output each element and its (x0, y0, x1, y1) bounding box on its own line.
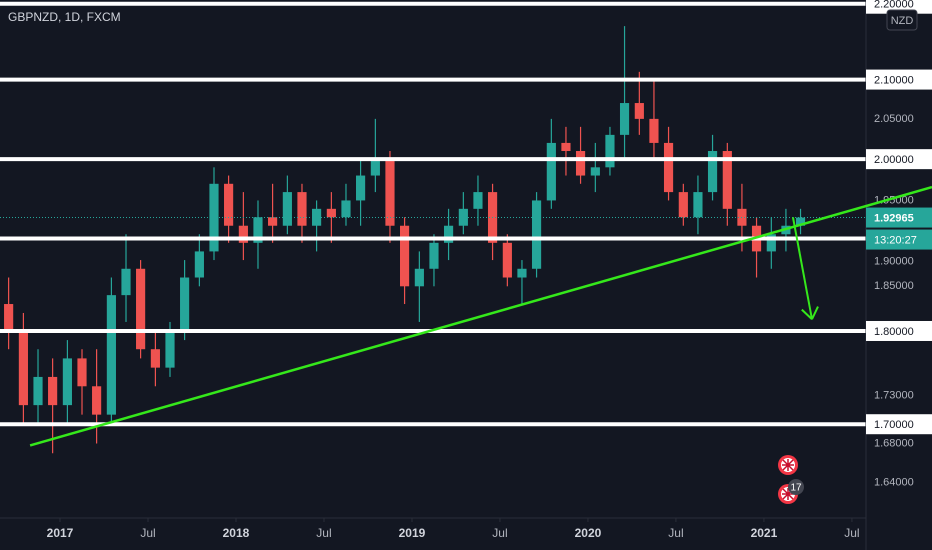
candle-body (194, 251, 204, 278)
candle-body (282, 192, 292, 226)
candle-body (62, 358, 72, 406)
currency-label[interactable]: NZD (891, 15, 914, 27)
flag (782, 488, 794, 500)
candle-body (649, 118, 659, 143)
candle-body (385, 159, 395, 226)
candle-body (531, 200, 542, 269)
candle-body (399, 225, 410, 287)
candle-body (165, 330, 175, 368)
x-tick-label: 2019 (399, 526, 426, 540)
candle-body (502, 242, 512, 278)
candle-body (92, 386, 102, 415)
x-tick-label: Jul (492, 526, 507, 540)
candle-body (414, 268, 424, 287)
x-tick-label: 2021 (751, 526, 778, 540)
level-label: 2.00000 (874, 154, 914, 166)
candle-body (795, 217, 806, 226)
level-label-box (866, 320, 932, 341)
candle-body (575, 151, 586, 176)
x-tick-label: Jul (316, 526, 331, 540)
candle-body (693, 192, 703, 218)
candle-body (341, 200, 351, 218)
flag (782, 459, 794, 471)
candle-body (590, 167, 600, 176)
candle-body (473, 192, 483, 209)
axes: 2.20000 2.10000 2.00000 1.80000 1.70000 1.929… (47, 0, 932, 540)
candle-body (77, 358, 87, 387)
x-tick-label: Jul (844, 526, 859, 540)
candle-body (663, 142, 674, 193)
countdown: 13:20:27 (874, 234, 917, 246)
candle-body (429, 242, 439, 269)
candle-body (766, 234, 776, 252)
candle-body (150, 349, 160, 368)
candle-body (4, 304, 14, 331)
events[interactable]: 17 (778, 455, 804, 504)
y-tick-label: 1.90000 (874, 255, 914, 267)
candle-body (619, 103, 630, 135)
candle-body (605, 134, 615, 168)
candle-body (561, 142, 571, 152)
candle-body (106, 295, 116, 415)
trend-line (29, 185, 932, 447)
candle-body (224, 183, 234, 226)
y-tick-label: 1.64000 (874, 477, 914, 489)
y-tick-label: 1.85000 (874, 280, 914, 292)
arrow-head (801, 308, 813, 320)
candle-body (238, 225, 248, 243)
x-tick-label: 2018 (223, 526, 250, 540)
event-count-badge (788, 479, 804, 495)
chart-title: GBPNZD, 1D, FXCM (8, 10, 121, 24)
arrow (791, 217, 813, 320)
candle-body (443, 225, 454, 243)
candle-body (546, 142, 556, 201)
x-tick-label: 2017 (47, 526, 74, 540)
last-price-box (866, 207, 932, 228)
candle-body (18, 330, 28, 406)
y-tick-label: 1.68000 (874, 437, 914, 449)
level-label-box (866, 69, 932, 90)
candle-body (297, 192, 307, 226)
candle-body (180, 277, 190, 331)
level-label-box (866, 149, 932, 170)
arrow-head (811, 306, 819, 320)
level-label: 1.80000 (874, 326, 914, 338)
level-label: 2.20000 (874, 0, 914, 11)
currency-box[interactable] (886, 9, 918, 31)
y-tick-label: 1.95000 (874, 194, 914, 206)
candle-body (121, 268, 131, 296)
level-label: 2.10000 (874, 74, 914, 86)
level-label: 1.70000 (874, 419, 914, 431)
countdown-box (866, 229, 932, 250)
event-count: 17 (790, 483, 802, 494)
candle-body (253, 217, 263, 243)
candle-body (48, 376, 58, 406)
y-tick-label: 1.73000 (874, 390, 914, 402)
candle-body (33, 376, 43, 406)
candle-body (678, 192, 688, 218)
candle-body (356, 175, 366, 201)
candle-body (312, 208, 322, 226)
candle-body (458, 208, 468, 226)
x-tick-label: Jul (668, 526, 683, 540)
candle-body (326, 208, 336, 218)
y-tick-label: 2.05000 (874, 113, 914, 125)
x-tick-label: 2020 (575, 526, 602, 540)
candle-body (268, 217, 278, 226)
candle-body (722, 151, 732, 209)
level-label-box (866, 414, 932, 435)
plot-area (0, 1, 866, 454)
candle-body (370, 159, 380, 176)
x-tick-label: Jul (140, 526, 155, 540)
candle-body (517, 268, 527, 278)
candle-body (136, 268, 146, 350)
candle-body (707, 151, 718, 193)
last-price-label: 1.92965 (874, 212, 914, 224)
candle-body (634, 103, 644, 119)
